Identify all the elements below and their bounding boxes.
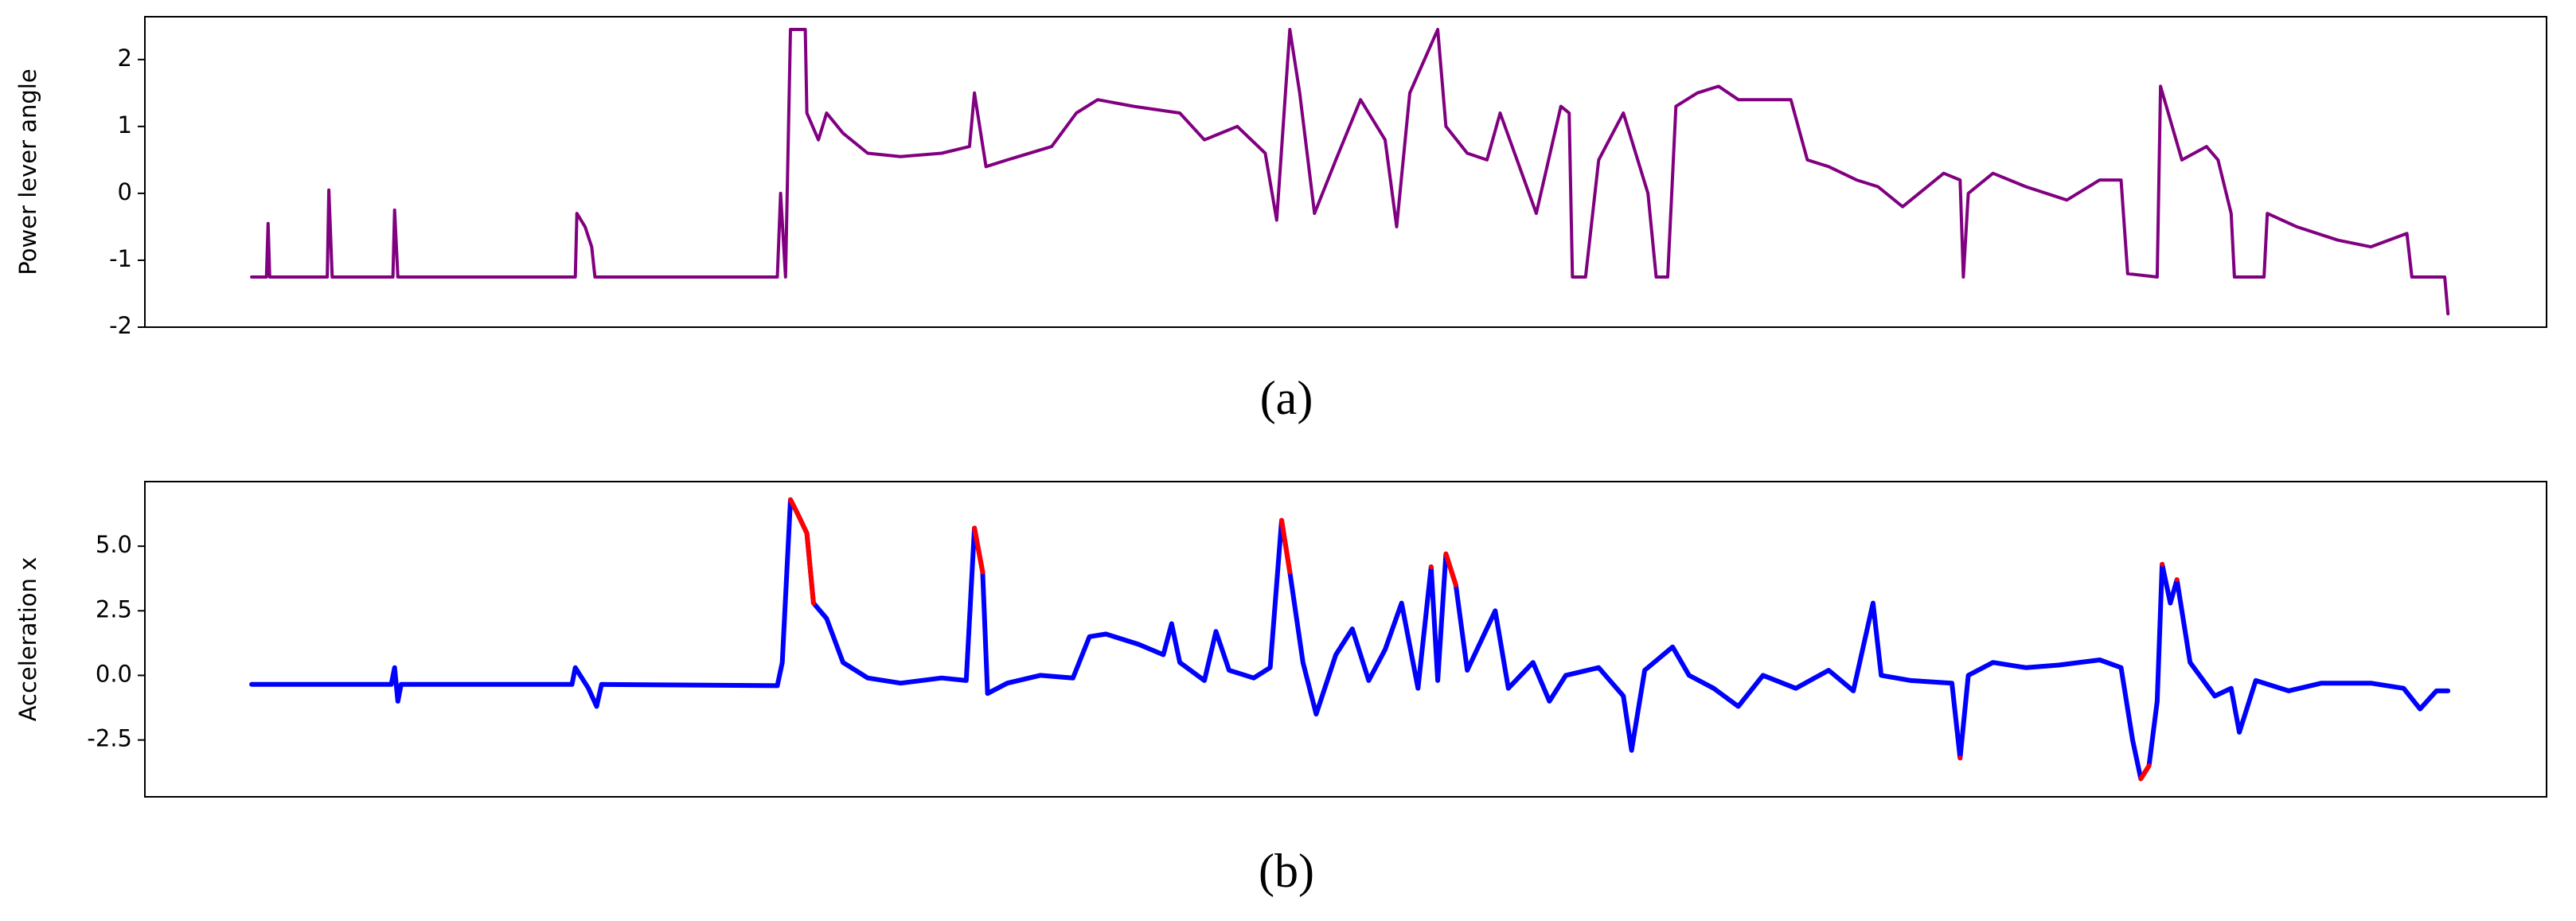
- plot-frame: [144, 481, 2547, 798]
- y-tick-label: -2.5: [87, 725, 132, 752]
- y-tick-label: 2.5: [96, 595, 132, 622]
- y-axis-label: Power lever angle: [14, 68, 41, 275]
- y-axis-label: Acceleration x: [14, 557, 41, 722]
- y-tick-label: -2: [109, 312, 132, 339]
- data-line: [788, 497, 2180, 782]
- y-tick-label: 0: [118, 178, 132, 205]
- plot-frame: [144, 16, 2547, 328]
- y-tick-label: 1: [118, 111, 132, 139]
- y-tick-label: 0.0: [96, 660, 132, 687]
- data-line: [249, 497, 2451, 782]
- y-tick-label: 2: [118, 45, 132, 72]
- caption: (b): [1259, 845, 1314, 897]
- caption: (a): [1260, 372, 1313, 424]
- y-tick-label: 5.0: [96, 531, 132, 558]
- y-tick-label: -1: [109, 245, 132, 272]
- data-line: [250, 28, 2450, 316]
